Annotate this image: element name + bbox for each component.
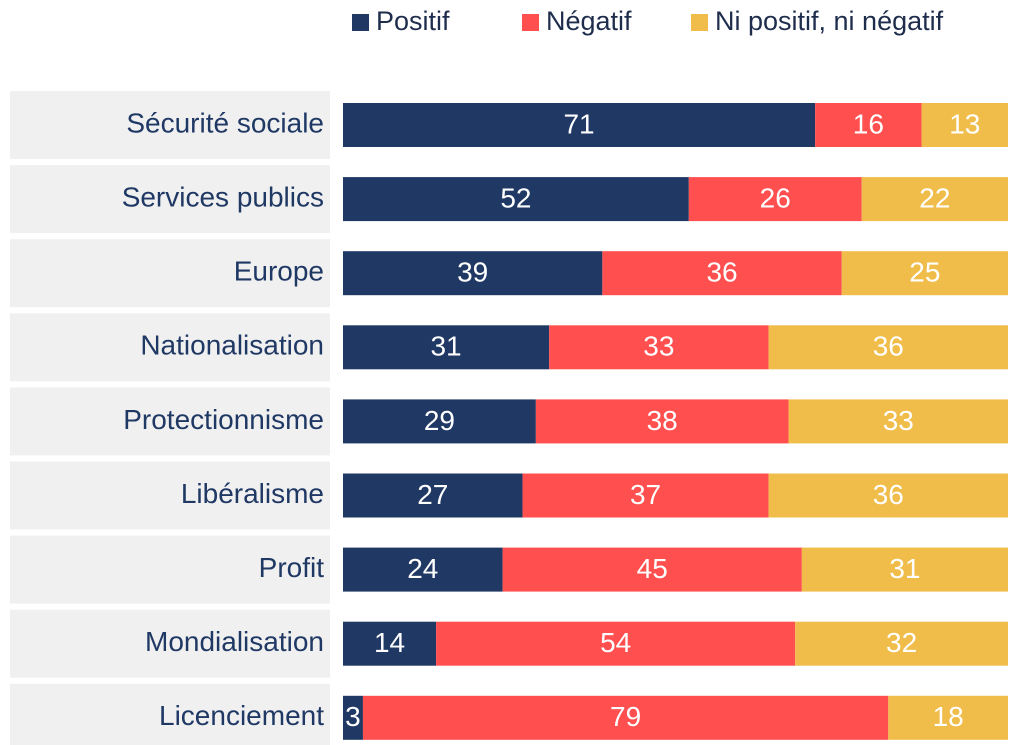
data-label: 16: [853, 108, 884, 139]
label-background: [10, 461, 330, 530]
data-label: 33: [643, 331, 674, 362]
bar-segment: [921, 103, 1008, 147]
bar-segment: [343, 547, 503, 592]
bar-segment: [688, 177, 862, 222]
data-label: 38: [647, 405, 678, 436]
category-label: Mondialisation: [145, 626, 324, 657]
bar-segment: [362, 695, 889, 740]
category-label: Europe: [234, 256, 324, 287]
bar-segment: [535, 399, 789, 444]
bar-segment: [343, 621, 437, 666]
bar-segment: [502, 547, 802, 592]
data-label: 33: [883, 405, 914, 436]
data-label: 71: [563, 108, 594, 139]
label-background: [10, 313, 330, 382]
legend-label: Négatif: [546, 6, 632, 36]
data-label: 27: [417, 479, 448, 510]
legend-swatch: [691, 14, 708, 31]
bar-segment: [768, 473, 1008, 518]
bar-segment: [343, 473, 523, 518]
legend-swatch: [522, 14, 539, 31]
data-label: 26: [760, 182, 791, 213]
bar-segment: [602, 251, 842, 296]
bar-segment: [343, 695, 363, 740]
data-label: 39: [457, 257, 488, 288]
category-label: Nationalisation: [140, 330, 324, 361]
bar-segment: [795, 621, 1008, 666]
data-label: 14: [374, 627, 405, 658]
bar-segment: [768, 325, 1008, 370]
label-background: [10, 683, 330, 745]
data-label: 29: [424, 405, 455, 436]
category-label: Licenciement: [159, 700, 324, 731]
bar-segment: [801, 547, 1008, 592]
data-label: 45: [637, 553, 668, 584]
label-background: [10, 609, 330, 678]
data-label: 37: [630, 479, 661, 510]
label-background: [10, 91, 330, 159]
category-label: Libéralisme: [181, 478, 324, 509]
data-label: 22: [919, 182, 950, 213]
data-label: 36: [706, 257, 737, 288]
data-label: 52: [500, 182, 531, 213]
bar-segment: [343, 103, 816, 147]
data-label: 13: [949, 108, 980, 139]
data-label: 24: [407, 553, 438, 584]
legend-swatch: [352, 14, 369, 31]
bar-segment: [549, 325, 769, 370]
category-label: Sécurité sociale: [126, 107, 324, 138]
data-label: 31: [430, 331, 461, 362]
label-background: [10, 387, 330, 456]
label-background: [10, 239, 330, 308]
data-label: 3: [345, 701, 361, 732]
data-label: 18: [933, 701, 964, 732]
category-label: Profit: [259, 552, 325, 583]
bar-segment: [343, 399, 536, 444]
bar-segment: [343, 251, 603, 296]
data-label: 36: [873, 331, 904, 362]
data-label: 25: [909, 257, 940, 288]
bar-segment: [841, 251, 1008, 296]
category-label: Services publics: [122, 181, 324, 212]
label-background: [10, 165, 330, 234]
data-label: 54: [600, 627, 631, 658]
data-label: 79: [610, 701, 641, 732]
bar-segment: [815, 103, 922, 147]
category-label: Protectionnisme: [123, 404, 324, 435]
bar-segment: [788, 399, 1008, 444]
bar-segment: [522, 473, 769, 518]
label-background: [10, 535, 330, 604]
bar-segment: [436, 621, 796, 666]
legend-label: Positif: [376, 6, 450, 36]
bar-segment: [888, 695, 1008, 740]
data-label: 36: [873, 479, 904, 510]
bar-segment: [343, 177, 689, 222]
bar-segment: [343, 325, 550, 370]
data-label: 31: [889, 553, 920, 584]
data-label: 32: [886, 627, 917, 658]
bar-segment: [861, 177, 1008, 222]
legend-label: Ni positif, ni négatif: [715, 6, 944, 36]
